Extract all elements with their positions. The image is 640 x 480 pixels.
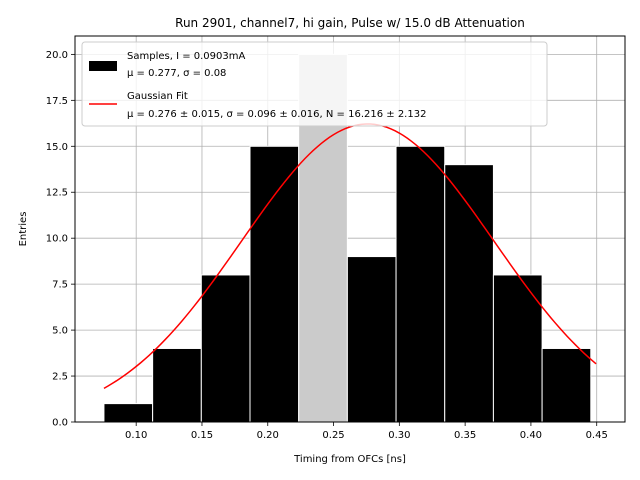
histogram-bar	[249, 145, 300, 423]
legend-box	[81, 41, 548, 127]
chart-title: Run 2901, channel7, hi gain, Pulse w/ 15…	[175, 16, 525, 30]
legend: Samples, I = 0.0903mA μ = 0.277, σ = 0.0…	[81, 41, 548, 127]
x-tick-label: 0.25	[322, 430, 344, 441]
histogram-bar	[541, 347, 592, 423]
x-tick-label: 0.30	[388, 430, 410, 441]
histogram-bar	[103, 403, 154, 423]
histogram-bar	[395, 145, 446, 423]
legend-stats-samples: μ = 0.277, σ = 0.08	[127, 68, 226, 79]
y-axis-ticks: 0.0 2.5 5.0 7.5 10.0 12.5 15.0 17.5 20.0	[46, 50, 75, 429]
y-tick-label: 17.5	[46, 96, 68, 107]
y-tick-label: 12.5	[46, 188, 68, 199]
legend-label-samples: Samples, I = 0.0903mA	[127, 51, 245, 62]
legend-label-fit: Gaussian Fit	[127, 91, 188, 102]
x-tick-label: 0.10	[125, 430, 147, 441]
histogram-bar	[152, 347, 202, 423]
x-tick-label: 0.40	[520, 430, 542, 441]
x-axis-label: Timing from OFCs [ns]	[293, 454, 406, 465]
x-tick-label: 0.45	[586, 430, 608, 441]
histogram-bar	[346, 256, 397, 423]
y-tick-label: 0.0	[52, 418, 68, 429]
legend-swatch-samples	[89, 61, 117, 71]
y-tick-label: 15.0	[46, 142, 68, 153]
histogram-bar	[200, 274, 251, 423]
y-tick-label: 10.0	[46, 234, 68, 245]
plot-frame	[74, 35, 626, 423]
y-tick-label: 20.0	[46, 50, 68, 61]
x-tick-label: 0.15	[191, 430, 213, 441]
y-tick-label: 5.0	[52, 326, 68, 337]
y-tick-label: 7.5	[52, 280, 68, 291]
y-axis-label: Entries	[18, 212, 29, 247]
gaussian-fit-line	[103, 123, 597, 389]
legend-stats-fit: μ = 0.276 ± 0.015, σ = 0.096 ± 0.016, N …	[127, 109, 426, 120]
gaussian-fit	[103, 123, 597, 389]
histogram-bar	[492, 274, 543, 423]
x-axis-ticks: 0.10 0.15 0.20 0.25 0.30 0.35 0.40 0.45	[125, 422, 608, 441]
y-tick-label: 2.5	[52, 372, 68, 383]
x-tick-label: 0.20	[257, 430, 279, 441]
x-tick-label: 0.35	[454, 430, 476, 441]
histogram-bar	[444, 164, 494, 423]
histogram-bars	[103, 53, 592, 423]
